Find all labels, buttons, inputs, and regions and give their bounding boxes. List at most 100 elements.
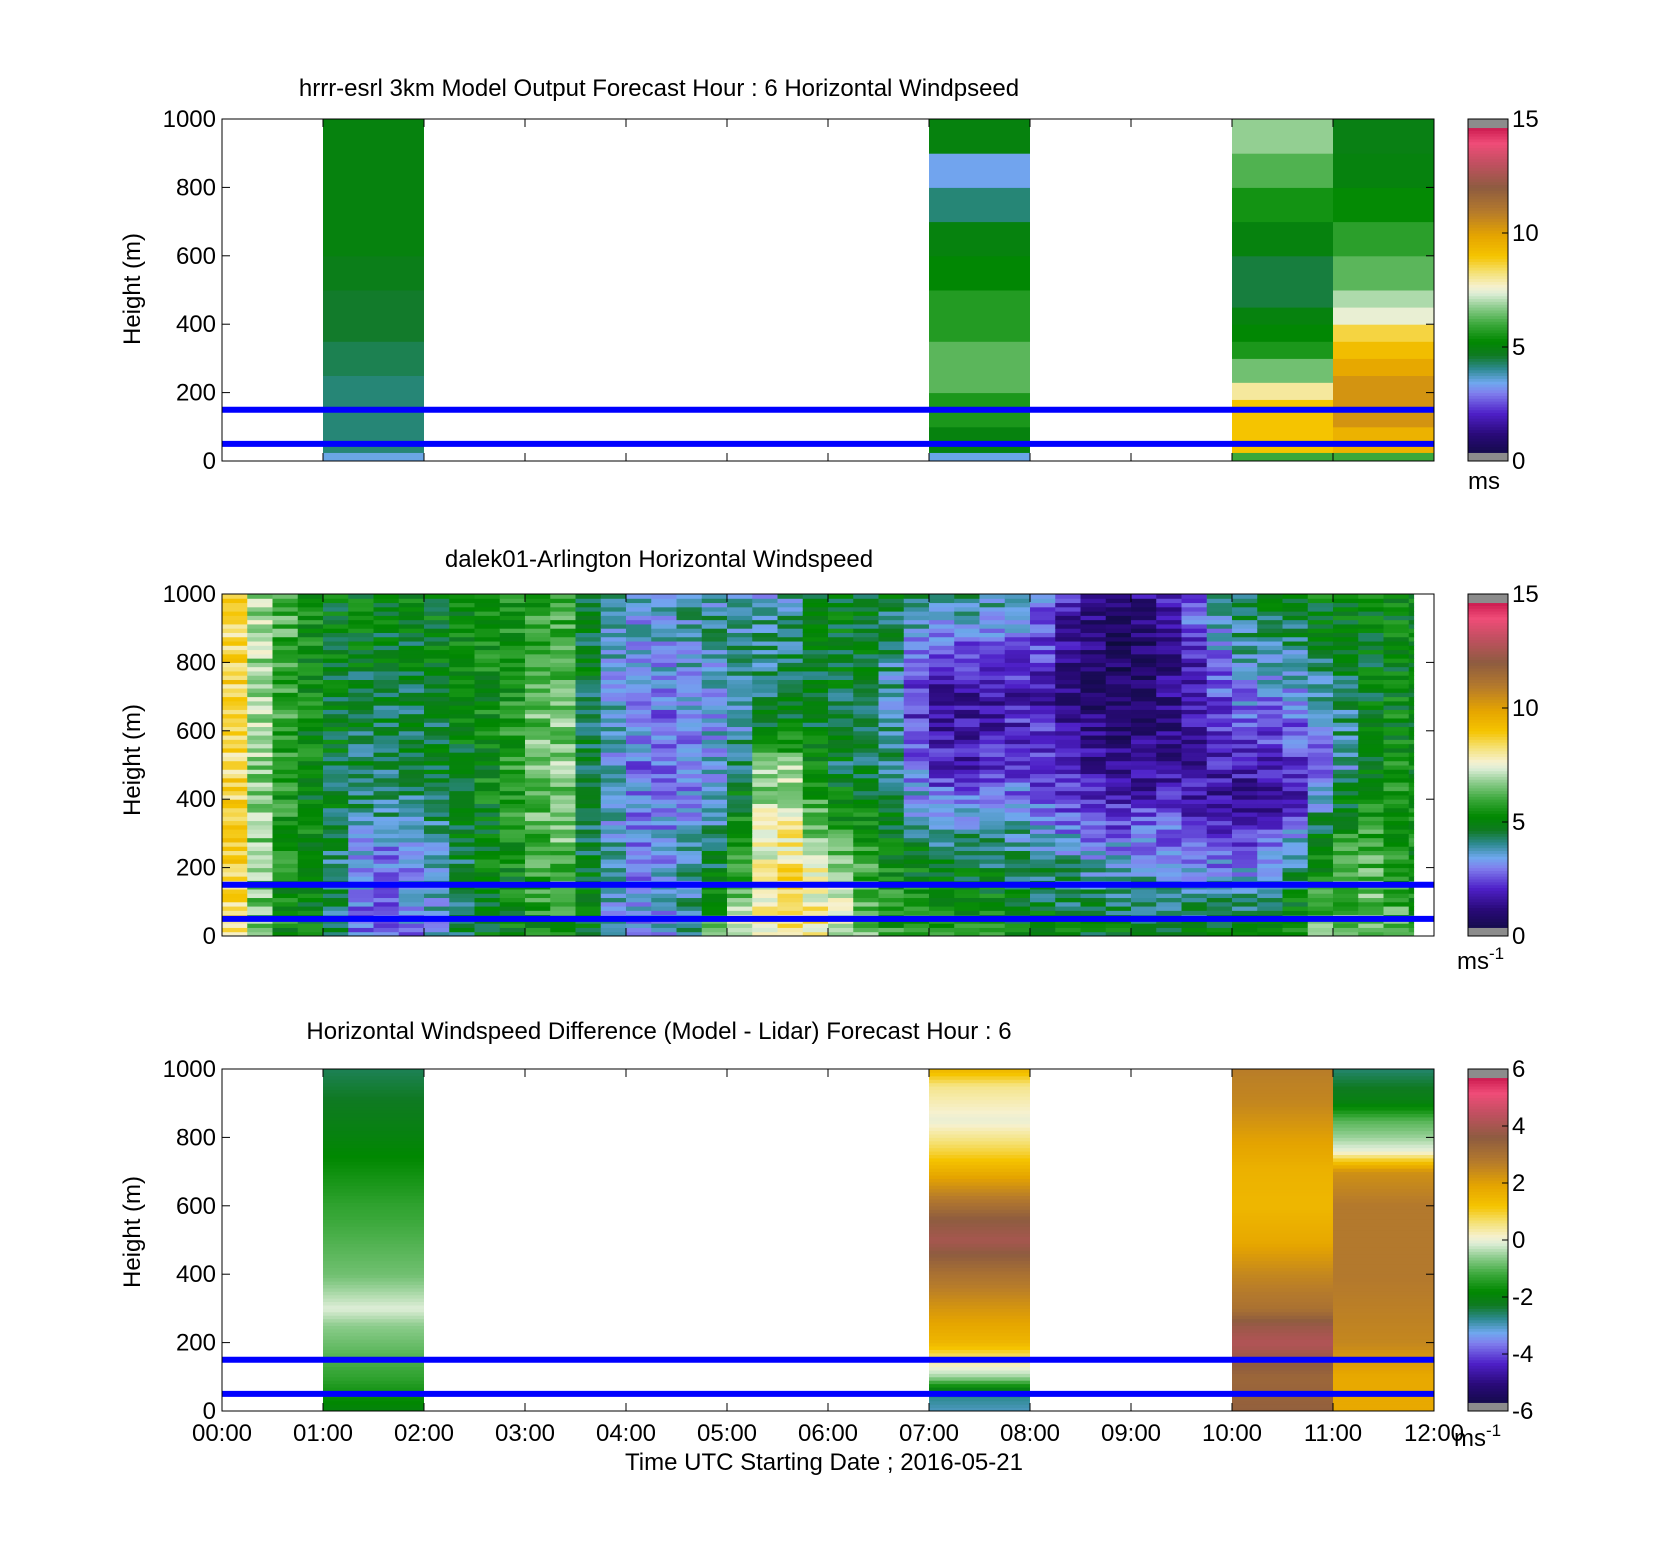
heatmap-cell bbox=[1055, 735, 1081, 740]
heatmap-cell bbox=[348, 782, 374, 787]
heatmap-cell bbox=[398, 670, 425, 676]
heatmap-cell bbox=[979, 645, 1006, 651]
heatmap-cell bbox=[1030, 641, 1056, 646]
heatmap-cell bbox=[247, 619, 273, 625]
heatmap-cell bbox=[499, 769, 526, 775]
heatmap-cell bbox=[323, 867, 349, 873]
heatmap-cell bbox=[1080, 735, 1107, 740]
heatmap-cell bbox=[1358, 726, 1384, 732]
heatmap-cell bbox=[1030, 615, 1056, 621]
heatmap-cell bbox=[1004, 743, 1031, 749]
heatmap-cell bbox=[1206, 782, 1233, 787]
heatmap-cell bbox=[323, 688, 349, 693]
colorbar-cell bbox=[1468, 138, 1508, 143]
heatmap-cell bbox=[1030, 837, 1056, 843]
heatmap-cell bbox=[1333, 705, 1359, 710]
heatmap-cell bbox=[1383, 700, 1410, 706]
heatmap-cell bbox=[1232, 876, 1258, 881]
heatmap-cell bbox=[550, 820, 576, 826]
heatmap-cell bbox=[752, 623, 778, 629]
heatmap-cell bbox=[1080, 897, 1107, 903]
colorbar-cell bbox=[1468, 659, 1508, 663]
heatmap-cell bbox=[929, 871, 955, 877]
heatmap-cell bbox=[1333, 1311, 1434, 1316]
heatmap-cell bbox=[1383, 769, 1410, 775]
heatmap-cell bbox=[676, 854, 703, 860]
heatmap-cell bbox=[1055, 786, 1081, 792]
heatmap-cell bbox=[727, 735, 753, 740]
heatmap-cell bbox=[1307, 888, 1334, 894]
heatmap-cell bbox=[1282, 782, 1309, 787]
heatmap-cell bbox=[929, 692, 955, 698]
heatmap-cell bbox=[575, 658, 602, 663]
heatmap-cell bbox=[1080, 743, 1107, 749]
heatmap-cell bbox=[676, 799, 703, 804]
heatmap-cell bbox=[1004, 683, 1031, 689]
heatmap-cell bbox=[701, 619, 728, 625]
heatmap-cell bbox=[1080, 773, 1107, 779]
heatmap-cell bbox=[1080, 696, 1107, 702]
heatmap-cell bbox=[373, 705, 400, 710]
heatmap-cell bbox=[1181, 901, 1208, 907]
heatmap-cell bbox=[550, 688, 576, 693]
heatmap-cell bbox=[853, 670, 879, 676]
heatmap-cell bbox=[1181, 679, 1208, 685]
heatmap-cell bbox=[1282, 816, 1309, 822]
heatmap-cell bbox=[626, 747, 652, 753]
heatmap-cell bbox=[903, 679, 930, 685]
heatmap-cell bbox=[651, 636, 677, 642]
heatmap-cell bbox=[1232, 1110, 1333, 1114]
heatmap-cell bbox=[626, 816, 652, 822]
heatmap-cell bbox=[701, 726, 728, 732]
heatmap-cell bbox=[297, 863, 324, 869]
heatmap-cell bbox=[222, 769, 248, 775]
heatmap-cell bbox=[1358, 863, 1384, 869]
colorbar-cell bbox=[1468, 921, 1508, 926]
heatmap-cell bbox=[752, 803, 778, 809]
heatmap-cell bbox=[1333, 1373, 1434, 1378]
heatmap-cell bbox=[626, 854, 652, 860]
heatmap-cell bbox=[727, 670, 753, 676]
colorbar-cell bbox=[1468, 298, 1508, 302]
heatmap-cell bbox=[323, 1342, 424, 1347]
colorbar-cell bbox=[1468, 822, 1508, 826]
heatmap-cell bbox=[575, 696, 602, 702]
heatmap-cell bbox=[853, 739, 879, 745]
heatmap-cell bbox=[1282, 931, 1309, 937]
heatmap-cell bbox=[323, 1092, 424, 1097]
heatmap-cell bbox=[323, 666, 349, 672]
colorbar-cell bbox=[1468, 730, 1508, 735]
heatmap-cell bbox=[1282, 628, 1309, 633]
heatmap-cell bbox=[1080, 641, 1107, 646]
heatmap-cell bbox=[878, 666, 905, 672]
heatmap-cell bbox=[954, 662, 980, 668]
heatmap-cell bbox=[1232, 1387, 1333, 1391]
heatmap-cell bbox=[701, 623, 728, 629]
heatmap-cell bbox=[247, 636, 273, 642]
heatmap-cell bbox=[1055, 730, 1081, 736]
heatmap-cell bbox=[1232, 606, 1258, 612]
heatmap-cell bbox=[1333, 1185, 1434, 1190]
heatmap-cell bbox=[373, 769, 400, 775]
heatmap-cell bbox=[1080, 705, 1107, 710]
heatmap-cell bbox=[600, 769, 627, 775]
heatmap-cell bbox=[1333, 850, 1359, 856]
heatmap-cell bbox=[1408, 888, 1415, 894]
heatmap-cell bbox=[954, 867, 980, 873]
y-tick-label: 200 bbox=[176, 1330, 216, 1357]
heatmap-cell bbox=[878, 765, 905, 770]
heatmap-cell bbox=[1408, 683, 1415, 689]
heatmap-cell bbox=[802, 722, 829, 728]
heatmap-cell bbox=[1055, 696, 1081, 702]
heatmap-cell bbox=[1307, 645, 1334, 651]
heatmap-cell bbox=[1131, 803, 1157, 809]
heatmap-cell bbox=[676, 739, 703, 745]
heatmap-cell bbox=[1181, 765, 1208, 770]
colorbar-cell bbox=[1468, 847, 1508, 851]
heatmap-cell bbox=[1408, 859, 1415, 864]
heatmap-cell bbox=[727, 931, 753, 937]
heatmap-cell bbox=[1055, 688, 1081, 693]
heatmap-cell bbox=[1206, 662, 1233, 668]
heatmap-cell bbox=[878, 863, 905, 869]
heatmap-cell bbox=[525, 829, 551, 834]
